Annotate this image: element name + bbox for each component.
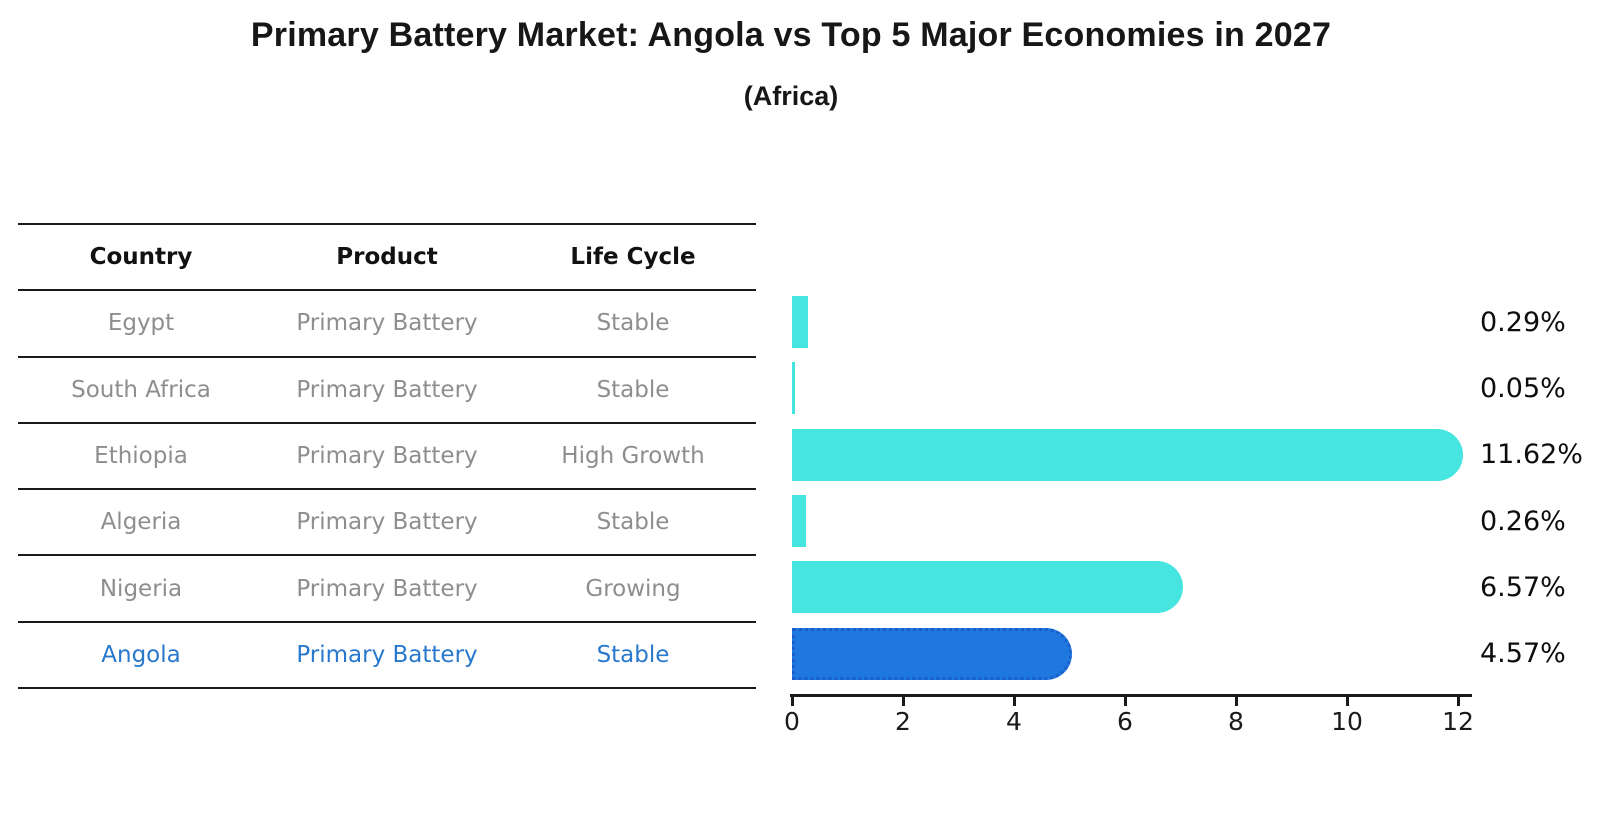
product-cell: Primary Battery [296,509,478,536]
x-axis-line [790,694,1472,697]
x-tick-mark [1012,697,1016,706]
value-label-column: 0.29% 0.05% 11.62% 0.26% 6.57% 4.57% [1480,289,1583,687]
lifecycle-cell: Stable [596,641,670,668]
product-cell: Primary Battery [296,641,478,668]
column-header-lifecycle: Life Cycle [570,244,696,271]
value-label-ethiopia: 11.62% [1480,439,1583,471]
country-cell: South Africa [71,376,211,403]
x-tick-label: 12 [1442,707,1474,736]
page-subtitle: (Africa) [743,81,839,111]
x-tick-mark [1456,697,1460,706]
lifecycle-cell: Growing [585,575,681,602]
country-table: Country Product Life Cycle Egypt Primary… [18,223,756,690]
bar-row [792,488,1492,554]
table-row: Ethiopia Primary Battery High Growth [18,424,756,491]
product-cell: Primary Battery [296,310,478,337]
table-row: Nigeria Primary Battery Growing [18,556,756,623]
bar-row [792,289,1492,355]
column-header-product: Product [336,244,438,271]
value-label-angola: 4.57% [1480,638,1566,670]
table-row: Egypt Primary Battery Stable [18,291,756,358]
bar-angola-highlight [792,627,1072,680]
bar-egypt [792,296,809,348]
country-cell: Nigeria [99,575,183,602]
product-cell: Primary Battery [296,443,478,470]
page-title: Primary Battery Market: Angola vs Top 5 … [250,16,1332,54]
x-tick-label: 4 [1006,707,1022,736]
bar-row [792,355,1492,421]
table-row: Algeria Primary Battery Stable [18,490,756,557]
table-header-row: Country Product Life Cycle [18,225,756,292]
x-tick-mark [1234,697,1238,706]
bar-plot-area [792,289,1492,687]
x-tick-mark [901,697,905,706]
bar-ethiopia [792,428,1463,481]
product-cell: Primary Battery [296,575,478,602]
value-label-south-africa: 0.05% [1480,372,1566,404]
x-tick-label: 10 [1331,707,1363,736]
column-header-country: Country [89,244,193,271]
bar-south-africa [792,362,795,415]
bar-algeria [792,494,807,547]
country-cell: Algeria [100,509,182,536]
x-tick-label: 0 [784,707,800,736]
bar-nigeria [792,561,1183,614]
lifecycle-cell: Stable [596,376,670,403]
country-cell: Ethiopia [94,443,188,470]
x-tick-label: 8 [1228,707,1244,736]
lifecycle-cell: High Growth [561,443,705,470]
country-cell: Egypt [107,310,175,337]
country-cell: Angola [101,641,181,668]
value-label-egypt: 0.29% [1480,306,1566,338]
x-tick-mark [1123,697,1127,706]
bar-row [792,422,1492,488]
lifecycle-cell: Stable [596,509,670,536]
lifecycle-cell: Stable [596,310,670,337]
x-tick-mark [1345,697,1349,706]
x-tick-label: 2 [895,707,911,736]
value-label-nigeria: 6.57% [1480,571,1566,603]
value-label-algeria: 0.26% [1480,505,1566,537]
bar-row [792,621,1492,687]
x-tick-label: 6 [1117,707,1133,736]
bar-row [792,554,1492,620]
table-row-angola-highlight: Angola Primary Battery Stable [18,623,756,690]
product-cell: Primary Battery [296,376,478,403]
table-row: South Africa Primary Battery Stable [18,358,756,424]
x-tick-mark [790,697,794,706]
